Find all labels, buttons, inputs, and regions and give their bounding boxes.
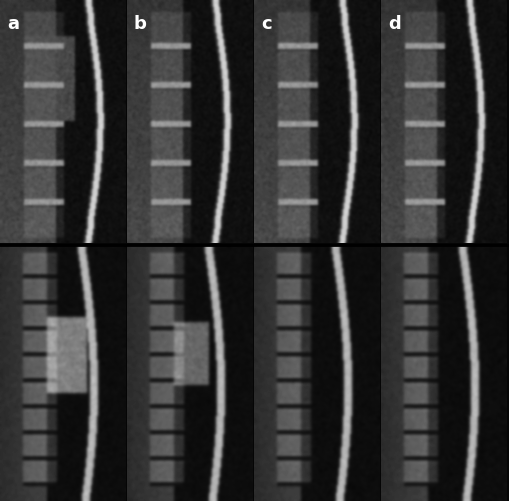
Text: b: b xyxy=(134,15,147,33)
Text: a: a xyxy=(7,15,19,33)
Text: d: d xyxy=(388,15,401,33)
Text: c: c xyxy=(261,15,271,33)
